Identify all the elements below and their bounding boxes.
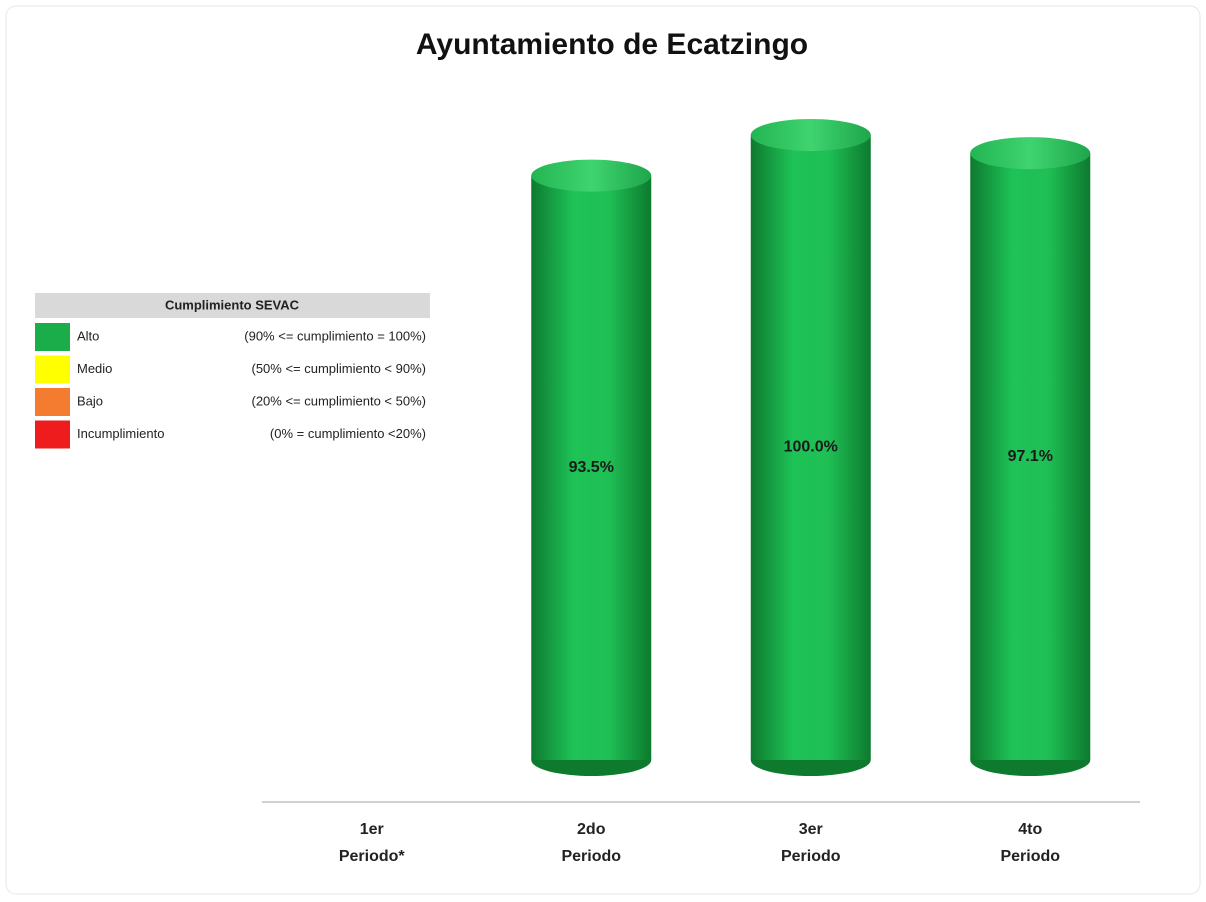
legend-header [35, 293, 430, 318]
legend-swatch [35, 420, 70, 449]
legend-title: Cumplimiento SEVAC [165, 297, 300, 312]
legend-name: Alto [77, 328, 99, 343]
legend-swatch [35, 323, 70, 351]
legend-range: (50% <= cumplimiento < 90%) [251, 361, 426, 376]
bar-top [750, 119, 871, 151]
x-tick-label: 4to [1018, 821, 1042, 838]
x-tick-label: Periodo [781, 848, 841, 865]
legend-name: Bajo [77, 393, 103, 408]
legend-name: Incumplimiento [77, 426, 164, 441]
chart-title: Ayuntamiento de Ecatzingo [416, 28, 808, 61]
bar [970, 153, 1091, 760]
value-label: 93.5% [569, 459, 614, 476]
x-tick-label: 1er [360, 821, 384, 838]
bar [750, 135, 871, 760]
legend-swatch [35, 355, 70, 384]
legend-swatch [35, 388, 70, 416]
bar-top [970, 137, 1091, 170]
x-tick-label: Periodo [1000, 848, 1060, 865]
x-tick-label: Periodo [561, 848, 621, 865]
legend-name: Medio [77, 361, 112, 376]
legend-range: (20% <= cumplimiento < 50%) [251, 393, 426, 408]
legend-range: (90% <= cumplimiento = 100%) [244, 328, 426, 343]
legend-range: (0% = cumplimiento <20%) [270, 426, 426, 441]
bar-top [531, 159, 652, 192]
bar [531, 175, 652, 760]
x-tick-label: 2do [577, 821, 606, 838]
x-tick-label: Periodo* [339, 848, 406, 865]
x-tick-label: 3er [799, 821, 823, 838]
value-label: 100.0% [784, 439, 838, 456]
value-label: 97.1% [1008, 448, 1053, 465]
